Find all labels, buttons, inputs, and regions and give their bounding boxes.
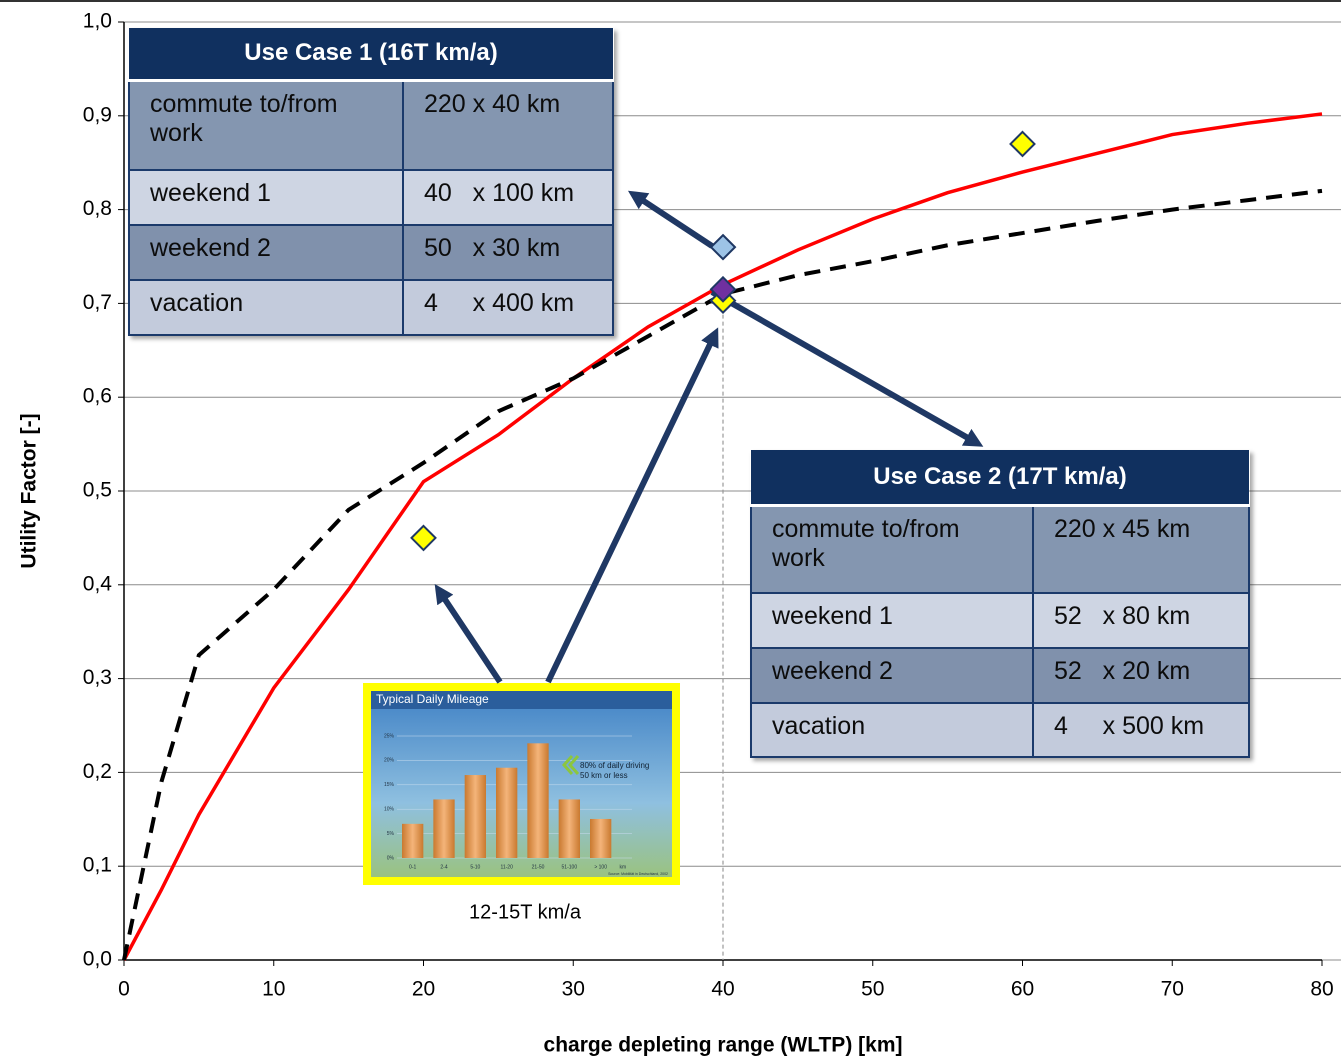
- inset-x-label: 5-10: [470, 864, 480, 870]
- y-tick-label: 0,8: [83, 197, 112, 220]
- table-cell: weekend 2: [129, 225, 403, 280]
- table-cell: weekend 2: [751, 648, 1033, 703]
- x-tick-label: 0: [118, 978, 130, 1001]
- inset-y-label: 5%: [387, 831, 395, 837]
- y-tick-label: 0,5: [83, 479, 112, 502]
- inset-y-label: 10%: [384, 807, 395, 813]
- inset-bar: [402, 824, 423, 858]
- inset-y-label: 15%: [384, 782, 395, 788]
- table-cell: vacation: [129, 280, 403, 335]
- table-cell: weekend 1: [129, 170, 403, 225]
- inset-bar: [559, 799, 580, 858]
- table-cell: 4 x 500 km: [1033, 703, 1249, 757]
- table-cell: 52 x 20 km: [1033, 648, 1249, 703]
- y-tick-label: 0,1: [83, 854, 112, 877]
- x-tick-label: 30: [562, 978, 585, 1001]
- inset-x-label: 51-100: [562, 864, 578, 870]
- x-axis-label: charge depleting range (WLTP) [km]: [544, 1034, 903, 1057]
- table-cell: 40 x 100 km: [403, 170, 613, 225]
- inset-bar: [590, 819, 611, 858]
- inset-caption: 12-15T km/a: [469, 901, 582, 923]
- table-cell: vacation: [751, 703, 1033, 757]
- y-tick-label: 0,0: [83, 948, 112, 971]
- table-cell: 50 x 30 km: [403, 225, 613, 280]
- x-tick-label: 10: [262, 978, 285, 1001]
- inset-y-label: 0%: [387, 855, 395, 861]
- inset-title: Typical Daily Mileage: [376, 692, 489, 706]
- y-tick-label: 0,6: [83, 385, 112, 408]
- y-tick-label: 0,4: [83, 572, 113, 595]
- inset-x-label: 21-50: [532, 864, 545, 870]
- inset-bar: [496, 768, 517, 858]
- table-cell: commute to/from work: [751, 505, 1033, 593]
- inset: Typical Daily Mileage 0% 5% 10% 15% 20% 25% 0-1…: [367, 687, 676, 881]
- table-cell: weekend 1: [751, 593, 1033, 648]
- table-title: Use Case 2 (17T km/a): [751, 450, 1249, 505]
- x-tick-label: 20: [412, 978, 435, 1001]
- y-tick-label: 0,2: [83, 760, 112, 783]
- inset-x-label: > 100: [594, 864, 607, 870]
- arrow: [440, 592, 500, 682]
- inset-x-label: 2-4: [440, 864, 447, 870]
- diamond-marker: [412, 526, 436, 550]
- y-axis-label: Utility Factor [-]: [18, 413, 41, 568]
- x-tick-label: 40: [711, 978, 734, 1001]
- x-tick-label: 60: [1011, 978, 1034, 1001]
- y-tick-label: 0,7: [83, 291, 112, 314]
- inset-bar: [465, 775, 486, 858]
- table-cell: 52 x 80 km: [1033, 593, 1249, 648]
- table-cell: 4 x 400 km: [403, 280, 613, 335]
- page: {"chart_data": [ {"type": "line", "x_lab…: [0, 0, 1341, 1064]
- inset-y-label: 25%: [384, 733, 395, 739]
- inset-y-label: 20%: [384, 758, 395, 764]
- use-case-table: Use Case 2 (17T km/a)commute to/from wor…: [750, 450, 1250, 758]
- arrow: [636, 196, 712, 246]
- x-tick-label: 50: [861, 978, 884, 1001]
- inset-x-label: 11-20: [500, 864, 513, 870]
- arrow: [548, 336, 714, 682]
- x-tick-label: 80: [1310, 978, 1333, 1001]
- inset-bar: [433, 799, 454, 858]
- y-tick-label: 0,9: [83, 103, 112, 126]
- arrow: [712, 292, 975, 442]
- y-tick-label: 0,3: [83, 666, 112, 689]
- inset-x-label: 0-1: [409, 864, 416, 870]
- table-cell: 220 x 40 km: [403, 80, 613, 170]
- x-tick-label: 70: [1161, 978, 1184, 1001]
- inset-bar: [527, 743, 548, 858]
- table-cell: 220 x 45 km: [1033, 505, 1249, 593]
- inset-x-unit: km: [619, 864, 626, 870]
- inset-source: Source: Mobilität in Deutschland, 2002: [608, 872, 668, 876]
- diamond-marker: [711, 235, 735, 259]
- table-cell: commute to/from work: [129, 80, 403, 170]
- table-title: Use Case 1 (16T km/a): [129, 28, 613, 80]
- top-border: [0, 0, 1341, 2]
- inset-annotation: 50 km or less: [580, 771, 628, 780]
- y-tick-label: 1,0: [83, 10, 112, 33]
- diamond-marker: [1011, 132, 1035, 156]
- use-case-table: Use Case 1 (16T km/a)commute to/from wor…: [128, 28, 614, 336]
- inset-annotation: 80% of daily driving: [580, 761, 649, 770]
